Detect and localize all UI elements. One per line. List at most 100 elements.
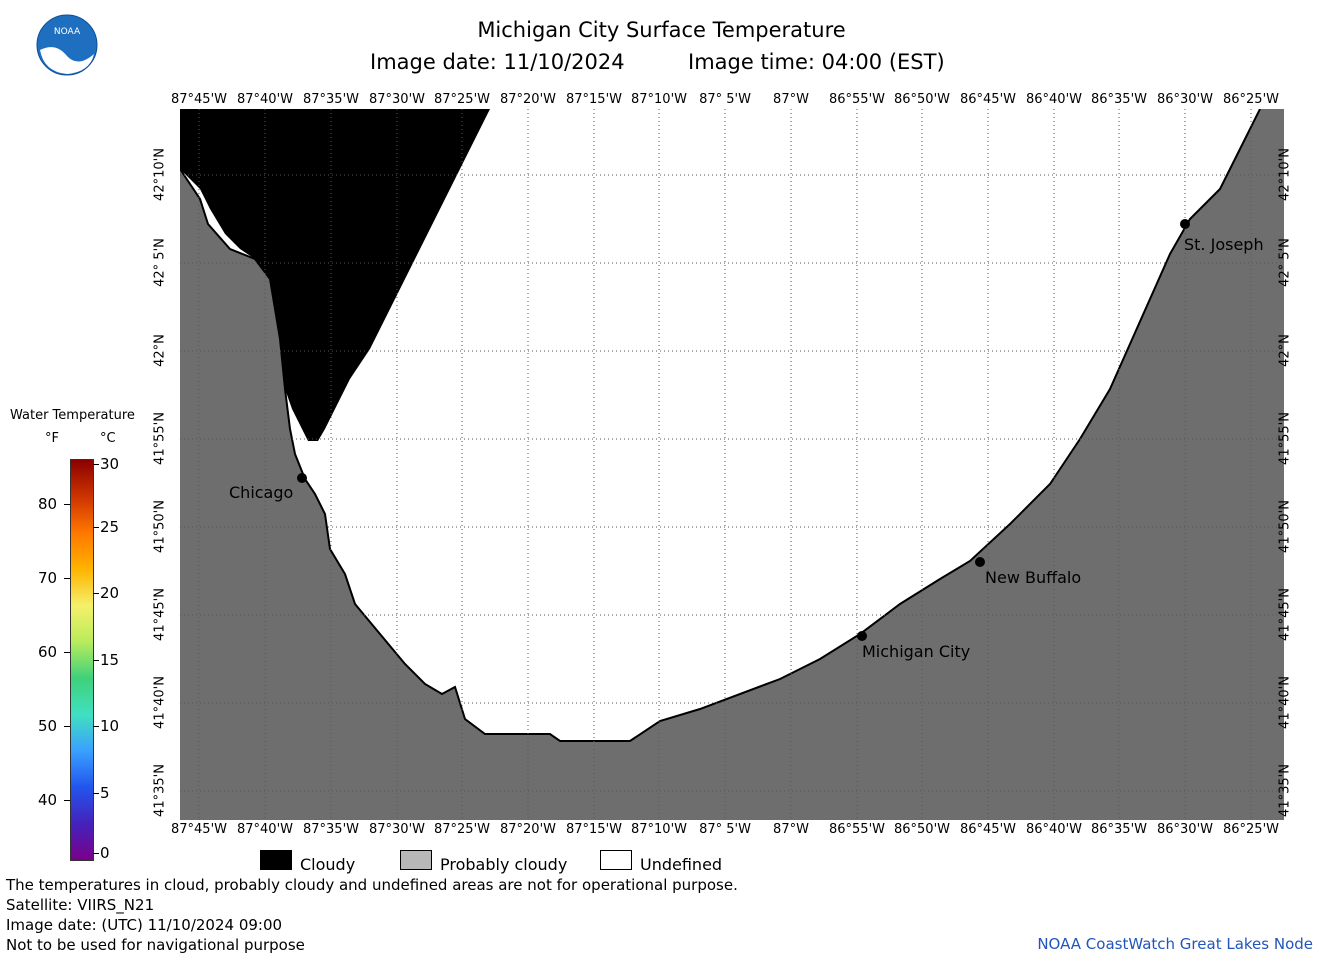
latitude-label: 41°55'N	[152, 412, 168, 465]
longitude-label: 87°40'W	[236, 92, 293, 107]
temperature-colorbar	[70, 459, 94, 861]
latitude-label: 42°N	[152, 334, 168, 367]
city-marker-dot	[1180, 219, 1190, 229]
longitude-label: 86°25'W	[1222, 92, 1279, 107]
longitude-label: 87°45'W	[170, 92, 227, 107]
fahrenheit-tick-mark	[64, 726, 70, 727]
city-label: New Buffalo	[985, 568, 1082, 587]
latitude-label: 42° 5'N	[1277, 238, 1293, 287]
graticule	[180, 109, 1284, 820]
fahrenheit-tick: 70	[38, 569, 58, 587]
longitude-label: 87° 5'W	[699, 92, 751, 107]
svg-text:NOAA: NOAA	[54, 27, 81, 37]
probably-cloudy-label: Probably cloudy	[440, 855, 568, 874]
latitude-label: 42°10'N	[1277, 148, 1293, 201]
latitude-label: 41°55'N	[1277, 412, 1293, 465]
longitude-label: 86°30'W	[1156, 92, 1213, 107]
latitude-label: 42°10'N	[152, 148, 168, 201]
celsius-tick: 0	[100, 844, 110, 862]
latitude-label: 41°40'N	[1277, 676, 1293, 729]
fahrenheit-tick-mark	[64, 504, 70, 505]
city-marker-dot	[297, 473, 307, 483]
fahrenheit-tick: 60	[38, 643, 58, 661]
celsius-tick: 5	[100, 784, 110, 802]
longitude-label: 86°35'W	[1090, 822, 1147, 837]
longitude-label: 87°35'W	[302, 822, 359, 837]
image-date: Image date: 11/10/2024	[370, 50, 625, 74]
undefined-label: Undefined	[640, 855, 723, 874]
unit-fahrenheit: °F	[45, 431, 59, 446]
latitude-label: 41°45'N	[152, 588, 168, 641]
longitude-label: 86°50'W	[893, 822, 950, 837]
celsius-tick-mark	[93, 726, 99, 727]
map-title: Michigan City Surface Temperature	[477, 18, 846, 42]
celsius-tick-mark	[93, 464, 99, 465]
fahrenheit-tick-mark	[64, 652, 70, 653]
celsius-tick: 20	[100, 584, 120, 602]
footer-navigation-warning: Not to be used for navigational purpose	[6, 936, 305, 954]
footer-credit: NOAA CoastWatch Great Lakes Node	[1037, 935, 1313, 953]
latitude-label: 41°45'N	[1277, 588, 1293, 641]
longitude-label: 86°30'W	[1156, 822, 1213, 837]
longitude-label: 87°W	[773, 822, 809, 837]
footer-satellite: Satellite: VIIRS_N21	[6, 896, 155, 914]
fahrenheit-tick: 80	[38, 495, 58, 513]
celsius-tick: 15	[100, 651, 120, 669]
longitude-label: 86°55'W	[828, 822, 885, 837]
longitude-label: 86°55'W	[828, 92, 885, 107]
latitude-label: 41°50'N	[1277, 500, 1293, 553]
celsius-tick-mark	[93, 527, 99, 528]
celsius-tick: 30	[100, 455, 120, 473]
longitude-label: 86°45'W	[959, 92, 1016, 107]
undefined-swatch	[600, 850, 632, 870]
city-label: Michigan City	[862, 642, 971, 661]
image-time: Image time: 04:00 (EST)	[688, 50, 945, 74]
latitude-label: 41°35'N	[152, 764, 168, 817]
longitude-label: 87°25'W	[433, 822, 490, 837]
longitude-label: 87°15'W	[565, 92, 622, 107]
footer-utc-date: Image date: (UTC) 11/10/2024 09:00	[6, 916, 283, 934]
legend-title: Water Temperature	[10, 408, 135, 423]
longitude-label: 87°30'W	[368, 92, 425, 107]
celsius-tick-mark	[93, 660, 99, 661]
city-label: St. Joseph	[1184, 235, 1264, 254]
latitude-label: 42° 5'N	[152, 238, 168, 287]
latitude-label: 41°50'N	[152, 500, 168, 553]
longitude-label: 87°30'W	[368, 822, 425, 837]
longitude-label: 87°W	[773, 92, 809, 107]
city-label: Chicago	[229, 483, 294, 502]
cloudy-swatch	[260, 850, 292, 870]
longitude-label: 86°40'W	[1025, 822, 1082, 837]
noaa-logo: NOAA	[36, 14, 98, 76]
latitude-label: 41°35'N	[1277, 764, 1293, 817]
longitude-label: 86°45'W	[959, 822, 1016, 837]
longitude-label: 87°40'W	[236, 822, 293, 837]
city-marker-dot	[857, 631, 867, 641]
longitude-label: 86°25'W	[1222, 822, 1279, 837]
longitude-label: 87°20'W	[499, 822, 556, 837]
celsius-tick-mark	[93, 853, 99, 854]
longitude-label: 87°35'W	[302, 92, 359, 107]
longitude-label: 87°15'W	[565, 822, 622, 837]
latitude-label: 42°N	[1277, 334, 1293, 367]
longitude-label: 87°10'W	[630, 822, 687, 837]
longitude-label: 87°20'W	[499, 92, 556, 107]
footer-disclaimer: The temperatures in cloud, probably clou…	[6, 876, 738, 894]
longitude-label: 86°35'W	[1090, 92, 1147, 107]
fahrenheit-tick: 40	[38, 791, 58, 809]
longitude-label: 86°40'W	[1025, 92, 1082, 107]
fahrenheit-tick-mark	[64, 578, 70, 579]
celsius-tick-mark	[93, 793, 99, 794]
latitude-label: 41°40'N	[152, 676, 168, 729]
longitude-label: 87°45'W	[170, 822, 227, 837]
longitude-label: 87° 5'W	[699, 822, 751, 837]
fahrenheit-tick: 50	[38, 717, 58, 735]
cloudy-area	[180, 109, 490, 441]
unit-celsius: °C	[100, 431, 116, 446]
map-panel	[180, 109, 1284, 820]
celsius-tick: 25	[100, 518, 120, 536]
celsius-tick-mark	[93, 593, 99, 594]
longitude-label: 87°10'W	[630, 92, 687, 107]
probably-cloudy-swatch	[400, 850, 432, 870]
longitude-label: 87°25'W	[433, 92, 490, 107]
